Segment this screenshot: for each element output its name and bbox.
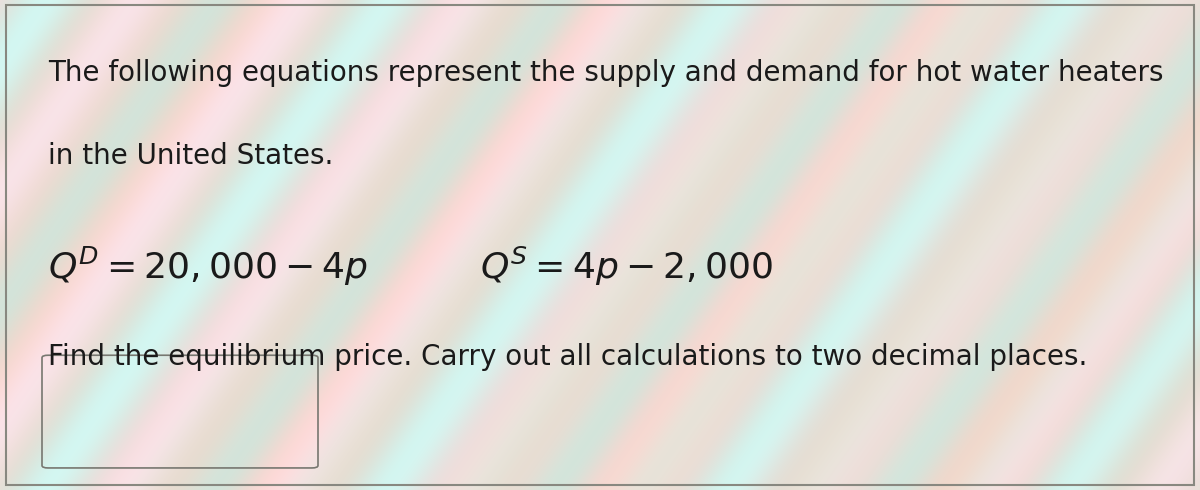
Text: $Q^D = 20,000 - 4p$: $Q^D = 20,000 - 4p$ xyxy=(48,245,367,288)
Text: The following equations represent the supply and demand for hot water heaters: The following equations represent the su… xyxy=(48,59,1164,87)
Text: Find the equilibrium price. Carry out all calculations to two decimal places.: Find the equilibrium price. Carry out al… xyxy=(48,343,1087,371)
Text: in the United States.: in the United States. xyxy=(48,142,334,170)
Text: $Q^S = 4p - 2,000$: $Q^S = 4p - 2,000$ xyxy=(480,245,773,288)
